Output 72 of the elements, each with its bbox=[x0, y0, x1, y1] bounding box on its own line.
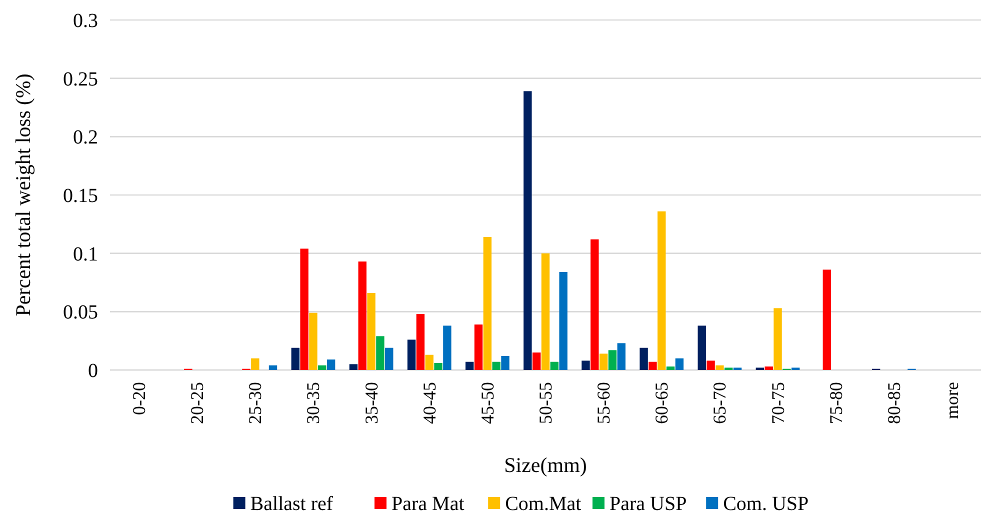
bar bbox=[300, 248, 308, 370]
x-tick-label: 35-40 bbox=[361, 382, 382, 424]
bar bbox=[385, 348, 394, 370]
legend-label: Para USP bbox=[610, 493, 687, 515]
y-tick-label: 0.2 bbox=[73, 126, 98, 149]
bar bbox=[434, 363, 442, 370]
bar bbox=[443, 326, 452, 370]
legend-label: Com. USP bbox=[723, 493, 809, 515]
bar bbox=[492, 362, 500, 370]
x-tick-label: 30-35 bbox=[303, 382, 324, 424]
x-tick-label: 0-20 bbox=[129, 382, 150, 415]
x-tick-label: more bbox=[942, 382, 962, 419]
bar bbox=[501, 356, 510, 370]
y-tick-label: 0.25 bbox=[63, 68, 98, 90]
bar bbox=[349, 364, 358, 370]
bar bbox=[358, 262, 366, 370]
y-tick-label: 0.15 bbox=[63, 185, 98, 207]
bar bbox=[425, 354, 434, 370]
bar bbox=[706, 360, 715, 370]
legend-label: Para Mat bbox=[392, 493, 465, 515]
x-tick-label: 80-85 bbox=[884, 382, 904, 424]
bar bbox=[764, 366, 773, 370]
x-axis-title: Size(mm) bbox=[504, 453, 587, 477]
bar bbox=[407, 340, 416, 370]
bar bbox=[376, 336, 384, 370]
bar bbox=[640, 348, 648, 370]
y-tick-label: 0.1 bbox=[73, 243, 98, 266]
bar bbox=[599, 354, 608, 370]
bar bbox=[318, 365, 326, 370]
legend-label: Ballast ref bbox=[250, 493, 334, 515]
legend-label: Com.Mat bbox=[505, 493, 582, 515]
bar bbox=[550, 362, 559, 370]
x-tick-label: 40-45 bbox=[419, 382, 440, 424]
y-axis-title: Percent total weight loss (%) bbox=[11, 74, 35, 316]
bar bbox=[617, 343, 626, 370]
x-tick-label: 25-30 bbox=[245, 382, 266, 424]
x-tick-label: 65-70 bbox=[710, 382, 730, 424]
bar bbox=[774, 308, 782, 370]
bar bbox=[658, 211, 666, 370]
bar bbox=[582, 360, 590, 370]
bar bbox=[541, 253, 550, 370]
bar bbox=[675, 358, 684, 370]
bar bbox=[590, 239, 599, 370]
x-tick-label: 60-65 bbox=[652, 382, 672, 424]
y-tick-label: 0.3 bbox=[73, 10, 98, 32]
x-tick-label: 75-80 bbox=[826, 382, 846, 424]
bar bbox=[291, 348, 300, 370]
y-tick-label: 0 bbox=[88, 360, 98, 382]
bar bbox=[326, 360, 336, 370]
bar bbox=[648, 362, 657, 370]
bar bbox=[309, 312, 318, 370]
bar bbox=[466, 362, 474, 370]
bar bbox=[483, 237, 492, 370]
bar bbox=[524, 91, 532, 370]
bar bbox=[666, 366, 675, 370]
bar bbox=[474, 324, 483, 370]
bar bbox=[251, 358, 260, 370]
x-tick-label: 50-55 bbox=[536, 382, 556, 424]
bar bbox=[716, 365, 724, 370]
y-tick-label: 0.05 bbox=[63, 302, 98, 324]
bar bbox=[608, 350, 617, 370]
bar bbox=[698, 326, 706, 370]
bar bbox=[268, 365, 278, 370]
x-tick-label: 20-25 bbox=[187, 382, 208, 424]
bar bbox=[559, 272, 568, 370]
x-tick-label: 45-50 bbox=[477, 382, 498, 424]
x-tick-label: 70-75 bbox=[768, 382, 788, 424]
bar bbox=[416, 314, 425, 370]
bar bbox=[367, 293, 376, 370]
bar bbox=[822, 270, 832, 370]
x-tick-label: 55-60 bbox=[594, 382, 614, 424]
bar bbox=[532, 352, 541, 370]
